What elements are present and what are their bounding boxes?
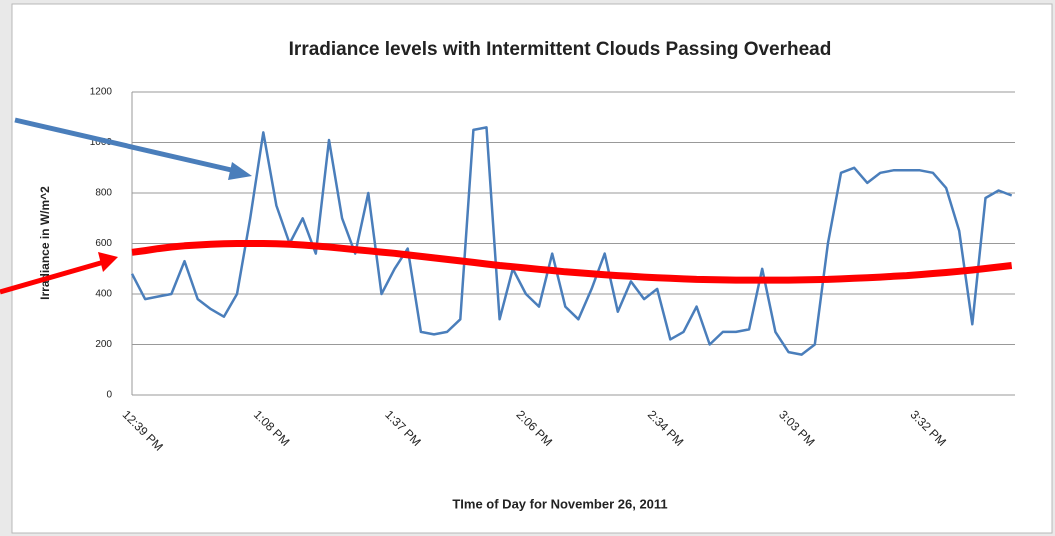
y-tick-label: 400 <box>95 289 112 300</box>
y-tick-label: 600 <box>95 238 112 249</box>
chart-title: Irradiance levels with Intermittent Clou… <box>289 39 832 60</box>
y-tick-label: 1000 <box>90 137 113 148</box>
y-tick-label: 800 <box>95 188 112 199</box>
y-tick-label: 0 <box>106 390 112 401</box>
y-tick-label: 200 <box>95 339 112 350</box>
y-axis-label: Irradiance in W/m^2 <box>38 186 52 300</box>
annotation-arrow <box>0 259 105 295</box>
y-tick-label: 1200 <box>90 87 113 98</box>
series-line <box>131 240 1013 284</box>
arrow-head <box>98 252 118 272</box>
series-line <box>130 126 1013 356</box>
arrow-head <box>228 162 252 180</box>
annotation-arrow <box>14 117 241 175</box>
x-axis-label: TIme of Day for November 26, 2011 <box>452 496 667 511</box>
